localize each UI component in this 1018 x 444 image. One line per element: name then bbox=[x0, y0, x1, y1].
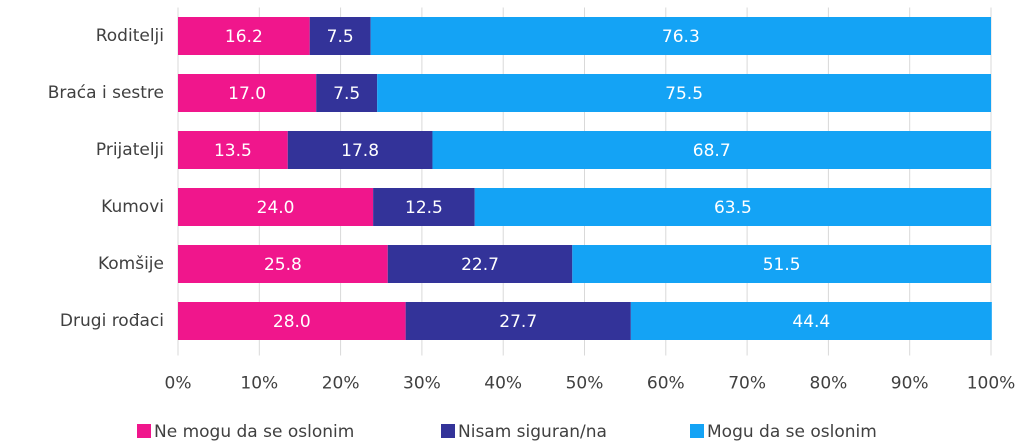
bar-segment bbox=[377, 74, 991, 112]
bar-segment bbox=[405, 302, 631, 340]
bar-segment bbox=[373, 188, 475, 226]
x-tick-label: 100% bbox=[967, 374, 1016, 394]
y-tick-label: Komšije bbox=[98, 254, 164, 274]
legend-label: Mogu da se oslonim bbox=[707, 422, 877, 442]
data-label: 25.8 bbox=[264, 255, 302, 275]
bar-segment bbox=[630, 302, 992, 340]
x-tick-label: 10% bbox=[240, 374, 278, 394]
bar-segment bbox=[287, 131, 433, 169]
data-label: 28.0 bbox=[273, 312, 311, 332]
x-tick-label: 30% bbox=[403, 374, 441, 394]
bar-segment bbox=[309, 17, 371, 55]
bar-segment bbox=[178, 245, 388, 283]
x-tick-label: 20% bbox=[322, 374, 360, 394]
bar-segment bbox=[572, 245, 991, 283]
bar-segment bbox=[370, 17, 991, 55]
bar-segment bbox=[474, 188, 991, 226]
data-label: 22.7 bbox=[461, 255, 499, 275]
bar-segment bbox=[178, 17, 310, 55]
data-label: 17.0 bbox=[228, 84, 266, 104]
bar-segment bbox=[178, 74, 317, 112]
x-tick-label: 90% bbox=[891, 374, 929, 394]
data-label: 76.3 bbox=[662, 27, 700, 47]
x-tick-label: 0% bbox=[165, 374, 192, 394]
data-label: 27.7 bbox=[499, 312, 537, 332]
data-label: 17.8 bbox=[341, 141, 379, 161]
bar-segment bbox=[178, 188, 374, 226]
data-label: 68.7 bbox=[693, 141, 731, 161]
data-label: 63.5 bbox=[714, 198, 752, 218]
data-label: 7.5 bbox=[333, 84, 360, 104]
x-tick-label: 60% bbox=[647, 374, 685, 394]
data-label: 13.5 bbox=[214, 141, 252, 161]
legend-swatch bbox=[690, 424, 704, 438]
legend-label: Ne mogu da se oslonim bbox=[154, 422, 354, 442]
y-tick-label: Roditelji bbox=[96, 26, 164, 46]
x-tick-label: 40% bbox=[484, 374, 522, 394]
y-tick-label: Braća i sestre bbox=[48, 83, 164, 103]
x-tick-label: 80% bbox=[810, 374, 848, 394]
bar-segment bbox=[432, 131, 991, 169]
data-label: 7.5 bbox=[327, 27, 354, 47]
x-tick-label: 50% bbox=[566, 374, 604, 394]
legend-swatch bbox=[137, 424, 151, 438]
bar-segment bbox=[178, 302, 406, 340]
bar-segment bbox=[316, 74, 378, 112]
y-tick-label: Drugi rođaci bbox=[60, 311, 164, 331]
data-label: 44.4 bbox=[792, 312, 830, 332]
data-label: 75.5 bbox=[665, 84, 703, 104]
x-tick-label: 70% bbox=[728, 374, 766, 394]
legend-swatch bbox=[441, 424, 455, 438]
y-tick-label: Prijatelji bbox=[96, 140, 164, 160]
legend-label: Nisam siguran/na bbox=[458, 422, 607, 442]
data-label: 16.2 bbox=[225, 27, 263, 47]
data-label: 24.0 bbox=[257, 198, 295, 218]
bar-segment bbox=[178, 131, 288, 169]
y-tick-label: Kumovi bbox=[101, 197, 164, 217]
data-label: 12.5 bbox=[405, 198, 443, 218]
bar-segment bbox=[387, 245, 573, 283]
data-label: 51.5 bbox=[763, 255, 801, 275]
